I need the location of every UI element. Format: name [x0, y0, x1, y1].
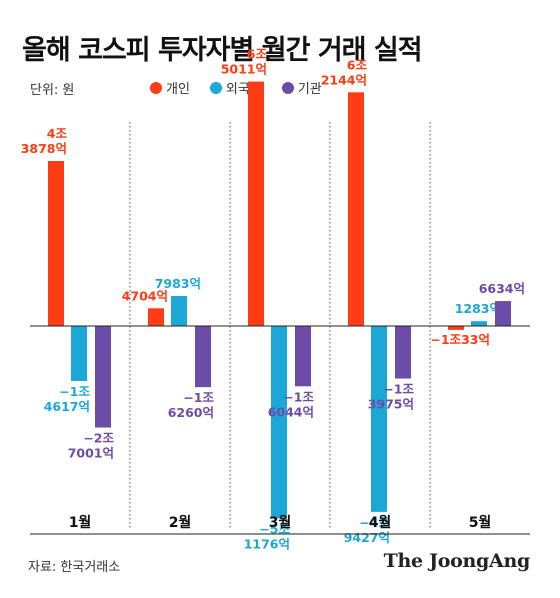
legend-item-individual: 개인 [150, 78, 190, 97]
bar-개인-2월 [148, 308, 164, 326]
x-tick-label: 4월 [369, 514, 392, 531]
data-label: −1조 6260억 [168, 390, 215, 420]
bar-외국인-4월 [371, 326, 387, 512]
bar-개인-4월 [348, 92, 364, 327]
bar-개인-3월 [248, 81, 264, 326]
data-label-line: 9427억 [344, 530, 390, 545]
data-label: 6조 5011억 [221, 47, 268, 77]
chart-title: 올해 코스피 투자자별 월간 거래 실적 [22, 35, 423, 66]
data-label-line: 1176억 [244, 536, 290, 551]
x-tick-label: 1월 [69, 514, 92, 531]
source-note: 자료: 한국거래소 [28, 560, 121, 575]
data-label-line: −1조 [383, 382, 414, 397]
legend-swatch-foreign [209, 81, 222, 94]
bar-기관-1월 [95, 326, 111, 428]
legend-label-institution: 기관 [297, 82, 322, 97]
legend-label-individual: 개인 [166, 82, 190, 97]
data-label-line: 4704억 [122, 288, 168, 303]
bar-기관-4월 [395, 326, 411, 379]
data-label-line: 6634억 [479, 281, 525, 296]
data-label-line: −2조 [83, 431, 114, 446]
data-label-line: 6조 [247, 47, 268, 62]
brand-logo: The JoongAng [383, 550, 531, 572]
data-label: 1283억 [455, 301, 501, 316]
bar-기관-3월 [295, 326, 311, 387]
data-label: −5조 1176억 [244, 521, 291, 551]
data-label-line: −1조 [283, 389, 314, 404]
unit-label: 단위: 원 [30, 83, 75, 98]
data-label-line: −5조 [259, 521, 290, 536]
data-label-line: 6260억 [168, 405, 214, 420]
data-label: 4조 3878억 [21, 126, 68, 156]
x-tick-label: 2월 [169, 514, 192, 531]
data-label-line: −1조 [183, 390, 214, 405]
data-label: −2조 7001억 [68, 431, 115, 461]
bar-기관-2월 [195, 326, 211, 388]
data-label-line: 6조 [347, 57, 368, 72]
data-label-line: 1283억 [455, 301, 501, 316]
data-label-line: 7983억 [155, 276, 201, 291]
data-label-line: 4617억 [44, 399, 90, 414]
data-label-line: 5011억 [221, 62, 267, 77]
legend-item-institution: 기관 [281, 78, 322, 97]
data-label-line: 2144억 [321, 72, 367, 87]
data-label: 7983억 [155, 276, 201, 291]
legend-swatch-individual [150, 81, 162, 94]
bar-외국인-5월 [471, 321, 487, 326]
bar-외국인-2월 [171, 295, 187, 326]
bar-외국인-3월 [271, 326, 287, 519]
data-label: −1조 6044억 [268, 389, 315, 419]
data-label: 6634억 [479, 281, 525, 296]
data-label-line: −1조 [59, 384, 90, 399]
bar-개인-1월 [48, 161, 64, 326]
x-tick-label: 5월 [469, 514, 492, 531]
data-label-line: −1조33억 [430, 332, 490, 347]
bar-외국인-1월 [71, 326, 87, 381]
data-label: −1조 4617억 [44, 384, 91, 414]
data-label-line: −4조 [359, 515, 390, 530]
data-label: −1조33억 [430, 332, 490, 347]
legend-swatch-institution [281, 81, 294, 94]
bar-개인-5월 [448, 326, 464, 330]
bar-기관-5월 [495, 301, 511, 326]
data-label-line: 7001억 [68, 446, 114, 461]
data-label: 6조 2144억 [321, 57, 368, 87]
data-label-line: 3975억 [368, 397, 414, 412]
data-label-line: 6044억 [268, 404, 314, 419]
data-label-line: 3878억 [21, 141, 67, 156]
data-label-line: 4조 [47, 126, 68, 141]
data-label: −1조 3975억 [368, 382, 415, 412]
data-label: 4704억 [122, 288, 168, 303]
x-tick-label: 3월 [269, 514, 292, 531]
